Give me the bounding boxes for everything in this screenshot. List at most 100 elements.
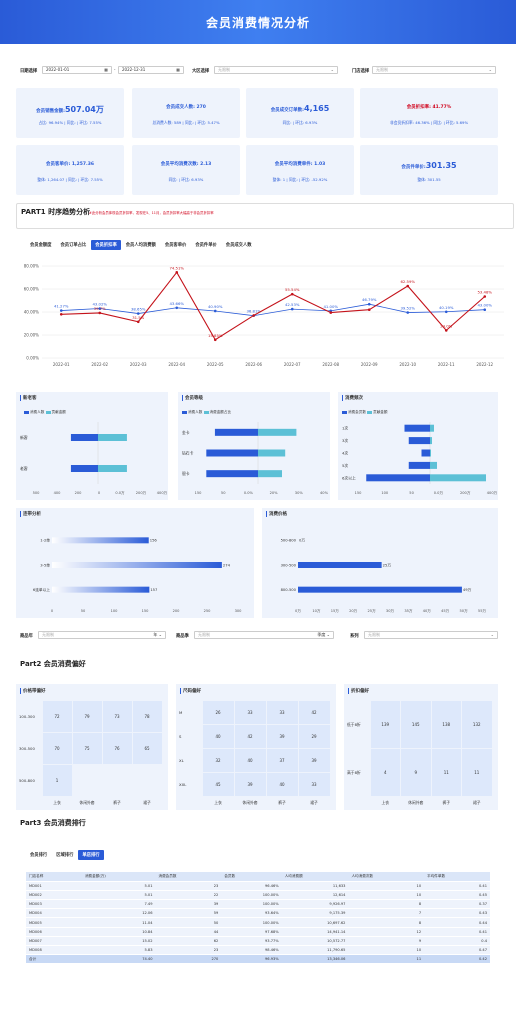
x-tick-label: 2022-06 <box>245 362 262 367</box>
table-cell: MD005 <box>26 917 82 928</box>
x-tick-label: 2022-04 <box>168 362 185 367</box>
kpi-card: 会员成交订单数:4,165 同比: | 环比: 6.93% <box>246 88 354 138</box>
data-point <box>329 311 333 314</box>
column-header[interactable]: 人均消费次数 <box>348 872 425 882</box>
data-point <box>59 313 63 316</box>
table-cell: 9,175.39 <box>281 908 349 919</box>
x-tick-label: 200 <box>75 491 83 495</box>
row-label: 低于8折 <box>347 722 361 727</box>
y-tick-label: 60.00% <box>24 287 39 292</box>
pref-price-title: 价格带偏好 <box>20 688 46 694</box>
x-tick-label: 0.0% <box>244 491 254 495</box>
data-label: 274 <box>223 563 231 567</box>
table-cell: MD003 <box>26 899 82 910</box>
x-tick-label: 2022-12 <box>476 362 493 367</box>
heat-value: 40 <box>215 734 221 739</box>
heat-value: 33 <box>311 782 317 787</box>
data-label: 36.81% <box>247 309 262 314</box>
table-row: MD001 5.01 23 96.46% 11,633 10 0.41 <box>26 881 490 891</box>
trend-tab[interactable]: 会员人均消费额 <box>125 243 156 248</box>
bar <box>52 537 149 544</box>
heat-value: 70 <box>54 746 60 751</box>
kpi-value: 301.35 <box>425 161 457 170</box>
date-start-value: 2022-01-01 <box>46 67 70 72</box>
column-header[interactable]: 人均消费额 <box>281 872 349 882</box>
region-select[interactable]: 无限制 ⌄ <box>214 66 338 74</box>
table-row: MD002 5.01 22 100.00% 12,614 10 0.45 <box>26 890 490 901</box>
table-cell: MD001 <box>26 881 82 891</box>
trend-tab[interactable]: 会员客单价 <box>164 243 187 248</box>
data-point <box>136 320 140 324</box>
heat-value: 132 <box>472 722 481 727</box>
date-separator: - <box>114 67 116 72</box>
series-select[interactable]: 无限制 ⌄ <box>364 631 498 639</box>
table-cell: 合计 <box>26 954 82 965</box>
quarter-select[interactable]: 无限制 季度 ⌄ <box>194 631 334 639</box>
heat-value: 138 <box>442 722 451 727</box>
data-label: 39.7% <box>94 306 106 311</box>
heat-cell <box>234 700 266 724</box>
trend-tab[interactable]: 会员折扣率 <box>91 240 121 250</box>
x-tick-label: 45万 <box>441 609 450 613</box>
kpi-title: 会员成交人数: 270 <box>166 105 206 110</box>
trend-tab[interactable]: 会员订单占比 <box>60 243 87 248</box>
table-cell: 10,697.62 <box>281 917 349 928</box>
date-start-input[interactable]: 2022-01-01 ▦ <box>42 66 112 74</box>
bar-right <box>430 437 432 445</box>
column-header[interactable]: 消费金额(万) <box>81 872 156 882</box>
year-select[interactable]: 无限制年 ⌄ <box>38 631 166 639</box>
x-tick-label: 55万 <box>478 609 487 613</box>
rank-tab[interactable]: 会员排行 <box>30 853 48 858</box>
data-label: 74.51% <box>170 265 185 270</box>
col-label: 裤子 <box>442 800 451 805</box>
trend-tab[interactable]: 会员件单价 <box>195 243 217 248</box>
trend-tab[interactable]: 会员成交人数 <box>225 243 252 248</box>
table-cell: 93.64% <box>221 908 282 919</box>
data-point <box>406 284 410 288</box>
data-label: 31.5% <box>132 315 144 320</box>
page-header: 会员消费情况分析 <box>0 0 516 44</box>
col-label: 裙子 <box>143 800 151 805</box>
column-header[interactable]: 平均件单数 <box>424 872 490 882</box>
table-cell: 5.83 <box>81 945 156 956</box>
table-cell: 0.41 <box>424 881 490 891</box>
data-label: 156 <box>150 539 158 543</box>
data-point <box>367 302 371 306</box>
table-cell: 98.46% <box>221 945 282 956</box>
x-tick-label: 20万 <box>349 609 358 613</box>
store-select[interactable]: 无限制 ⌄ <box>372 66 496 74</box>
heat-cell <box>234 724 266 748</box>
heat-value: 75 <box>84 746 90 751</box>
row-label: 高于8折 <box>347 770 361 775</box>
heat-value: 9 <box>414 770 418 775</box>
category-label: 银卡 <box>182 471 190 476</box>
page-title: 会员消费情况分析 <box>205 16 310 30</box>
x-tick-label: 0.0万 <box>115 491 125 495</box>
column-header[interactable]: 会员数 <box>221 872 282 882</box>
column-header[interactable]: 消费会员数 <box>155 872 222 882</box>
heat-value: 37 <box>279 758 285 763</box>
rank-tab[interactable]: 单店排行 <box>78 850 104 860</box>
bill-title: 连带分析 <box>20 511 41 517</box>
data-point <box>98 311 102 315</box>
x-tick-label: 300 <box>235 609 243 613</box>
heat-cell <box>370 748 400 796</box>
date-end-input[interactable]: 2022-12-31 ▦ <box>118 66 184 74</box>
row-label: XXL <box>179 782 187 787</box>
column-header[interactable]: 门店名称 <box>26 872 82 882</box>
x-tick-label: 50万 <box>460 609 469 613</box>
x-tick-label: 25万 <box>368 609 377 613</box>
bar-right <box>430 474 486 482</box>
new-old-panel: 新老客 消费人数 贡献金额 新客 老客 500 400 200 0 0.0万 200万 400万 <box>16 392 168 500</box>
part1-note: #此分析会员体现会员折扣率，发现在5、11月，会员折扣率大幅高于非会员折扣率 <box>89 211 214 215</box>
price-panel: 消费价格 500-800 0万 300-500 25万 800-500 49万 0万 10万 1… <box>262 508 498 618</box>
rank-tab[interactable]: 区域排行 <box>56 853 74 858</box>
bar-left <box>404 424 430 432</box>
trend-tab[interactable]: 会员金额度 <box>30 243 52 248</box>
x-tick-label: 40% <box>320 491 329 495</box>
heat-value: 40 <box>247 758 253 763</box>
data-point <box>444 310 448 314</box>
bar-left <box>214 428 258 436</box>
row-label: S <box>179 734 182 739</box>
data-label: 0万 <box>299 539 305 543</box>
